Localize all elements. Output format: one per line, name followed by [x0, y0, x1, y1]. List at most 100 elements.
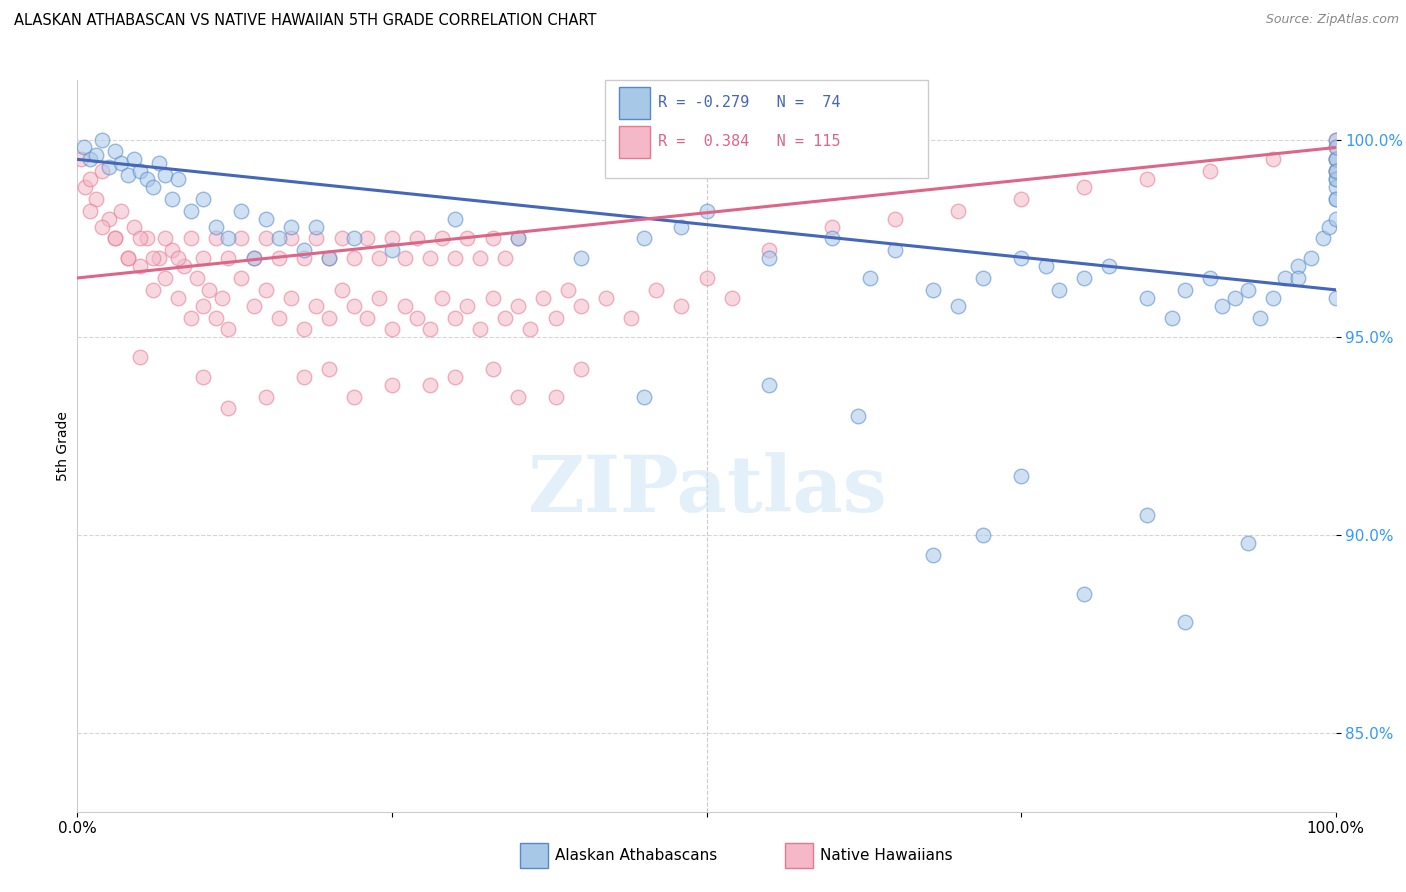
Point: [79, 203, 101, 218]
Point: [292, 244, 315, 258]
Point: [72, 140, 94, 154]
Point: [1286, 259, 1309, 273]
Point: [1198, 271, 1220, 285]
Point: [1073, 180, 1095, 194]
Point: [406, 231, 429, 245]
Point: [1312, 231, 1334, 245]
Point: [381, 231, 404, 245]
Text: ALASKAN ATHABASCAN VS NATIVE HAWAIIAN 5TH GRADE CORRELATION CHART: ALASKAN ATHABASCAN VS NATIVE HAWAIIAN 5T…: [14, 13, 596, 29]
Point: [135, 172, 157, 186]
Point: [1136, 508, 1159, 523]
Point: [135, 231, 157, 245]
Point: [859, 271, 882, 285]
Point: [318, 310, 340, 325]
Point: [1324, 192, 1347, 206]
Point: [456, 299, 478, 313]
Point: [1324, 164, 1347, 178]
Point: [129, 350, 152, 364]
Point: [191, 369, 215, 384]
Point: [595, 291, 617, 305]
Point: [972, 271, 994, 285]
Point: [1324, 192, 1347, 206]
Point: [292, 251, 315, 265]
Point: [468, 251, 491, 265]
Point: [456, 231, 478, 245]
Point: [1223, 291, 1246, 305]
Point: [254, 231, 277, 245]
Point: [110, 156, 132, 170]
Point: [468, 322, 491, 336]
Point: [671, 299, 693, 313]
Point: [419, 377, 441, 392]
Point: [1324, 140, 1347, 154]
Point: [104, 145, 127, 159]
Point: [1299, 251, 1322, 265]
Point: [1324, 211, 1347, 226]
Point: [129, 259, 152, 273]
Point: [91, 219, 114, 234]
Point: [394, 251, 416, 265]
Point: [242, 251, 264, 265]
Point: [254, 211, 277, 226]
Point: [544, 310, 567, 325]
Point: [1324, 164, 1347, 178]
Point: [531, 291, 554, 305]
Point: [519, 322, 541, 336]
Point: [129, 164, 152, 178]
Point: [267, 231, 290, 245]
Point: [305, 219, 328, 234]
Point: [267, 251, 290, 265]
Point: [167, 172, 190, 186]
Point: [1324, 180, 1347, 194]
Point: [1324, 153, 1347, 167]
Point: [356, 231, 378, 245]
Point: [204, 310, 226, 325]
Point: [569, 362, 592, 376]
Point: [142, 180, 165, 194]
Point: [1236, 536, 1258, 550]
Point: [254, 390, 277, 404]
Point: [432, 291, 454, 305]
Point: [884, 211, 907, 226]
Point: [1274, 271, 1296, 285]
Text: ZIPatlas: ZIPatlas: [527, 452, 886, 528]
Point: [160, 192, 183, 206]
Point: [155, 168, 177, 182]
Point: [394, 299, 416, 313]
Point: [186, 271, 208, 285]
Point: [97, 161, 120, 175]
Point: [129, 231, 152, 245]
Point: [381, 244, 404, 258]
Point: [191, 299, 215, 313]
Point: [280, 231, 302, 245]
Point: [633, 231, 655, 245]
Point: [444, 251, 467, 265]
Point: [1324, 291, 1347, 305]
Point: [1010, 251, 1032, 265]
Point: [948, 203, 970, 218]
Point: [148, 156, 170, 170]
Point: [1319, 219, 1341, 234]
Point: [343, 299, 366, 313]
Point: [167, 251, 190, 265]
Point: [104, 231, 127, 245]
Point: [217, 251, 239, 265]
Point: [368, 251, 391, 265]
Text: Native Hawaiians: Native Hawaiians: [820, 848, 952, 863]
Point: [922, 283, 945, 297]
Point: [117, 251, 139, 265]
Point: [292, 369, 315, 384]
Point: [381, 377, 404, 392]
Point: [506, 231, 529, 245]
Point: [191, 192, 215, 206]
Point: [280, 291, 302, 305]
Point: [204, 219, 226, 234]
Point: [557, 283, 579, 297]
Point: [1161, 310, 1184, 325]
Point: [343, 251, 366, 265]
Point: [73, 180, 96, 194]
Point: [506, 390, 529, 404]
Point: [1047, 283, 1070, 297]
Point: [1198, 164, 1220, 178]
Point: [1324, 153, 1347, 167]
